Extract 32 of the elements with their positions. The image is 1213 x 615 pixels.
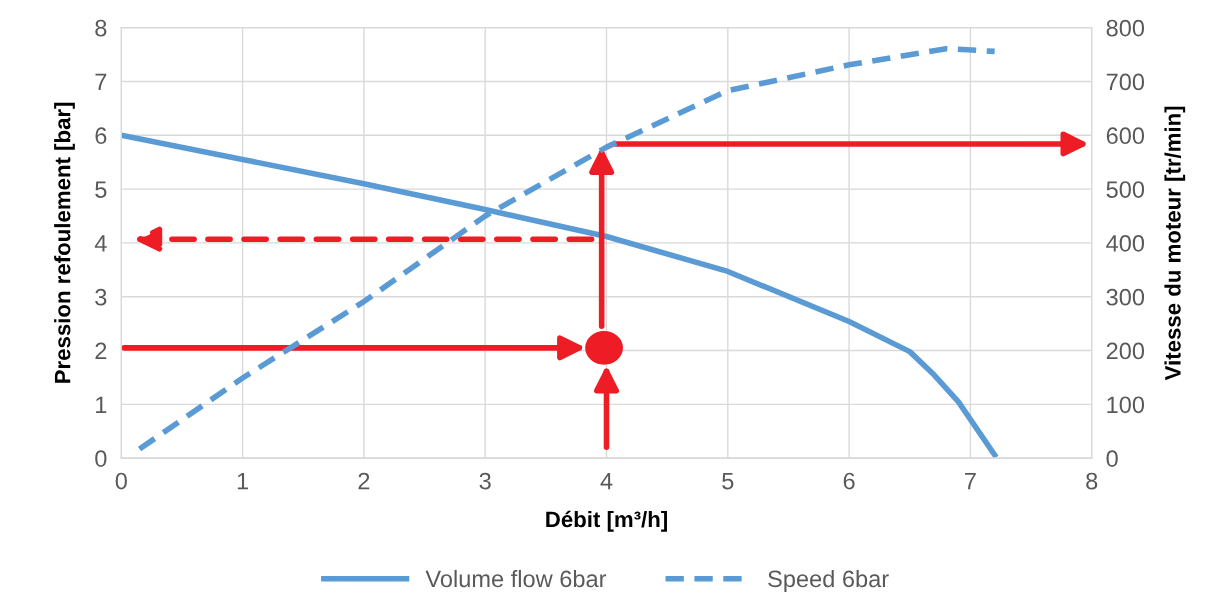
- y-tick-label: 8: [95, 19, 107, 37]
- y2-tick-label: 300: [1106, 288, 1145, 306]
- y2-tick-label: 800: [1106, 19, 1145, 37]
- y2-tick-label: 600: [1106, 127, 1145, 145]
- y2-tick-label: 100: [1107, 396, 1145, 414]
- y2-axis-title: Vitesse du moteur [tr/min]: [1164, 106, 1186, 381]
- x-tick-label: 7: [965, 472, 976, 490]
- x-tick-label: 0: [115, 472, 127, 490]
- x-tick-label: 2: [358, 472, 370, 490]
- y2-tick-label: 400: [1106, 234, 1145, 252]
- x-tick-label: 1: [237, 472, 249, 490]
- y2-tick-label: 700: [1106, 73, 1145, 91]
- y-tick-label: 4: [94, 235, 107, 252]
- legend-label: Volume flow 6bar: [425, 569, 607, 588]
- y-tick-label: 2: [95, 342, 107, 360]
- y-tick-label: 3: [95, 288, 107, 306]
- y2-tick-label: 0: [1106, 450, 1118, 467]
- y-tick-label: 7: [95, 73, 107, 91]
- x-tick-label: 3: [479, 472, 491, 490]
- x-tick-label: 6: [843, 472, 855, 490]
- legend-label: Speed 6bar: [768, 569, 889, 592]
- x-tick-label: 4: [600, 472, 613, 490]
- y-tick-label: 5: [95, 181, 107, 198]
- y-tick-label: 0: [95, 450, 107, 467]
- x-tick-label: 8: [1086, 472, 1098, 490]
- x-axis-title: Débit [m³/h]: [546, 510, 667, 532]
- y-tick-label: 1: [96, 396, 107, 413]
- y2-tick-label: 200: [1106, 342, 1145, 360]
- y-axis-title: Pression refoulement [bar]: [54, 102, 75, 383]
- x-tick-label: 5: [722, 472, 734, 490]
- y2-tick-label: 500: [1106, 181, 1145, 198]
- y-tick-label: 6: [95, 127, 107, 145]
